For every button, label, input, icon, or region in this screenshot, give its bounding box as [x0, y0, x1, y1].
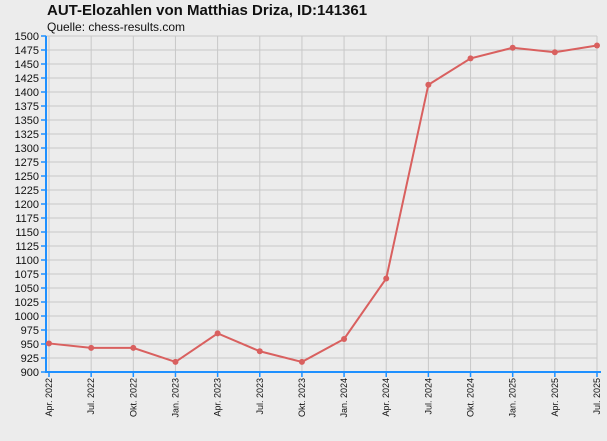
y-tick-label: 1400 [15, 87, 39, 99]
y-tick-label: 1425 [15, 73, 39, 85]
y-tick-label: 1000 [15, 311, 39, 323]
axes: 900 925 950 975 1000 1025 1050 1075 1100 1125 1150… [15, 31, 602, 418]
y-tick-label: 1350 [15, 115, 39, 127]
y-tick-label: 1300 [15, 143, 39, 155]
y-tick-label: 1025 [15, 297, 39, 309]
data-point [509, 44, 516, 51]
data-point [130, 344, 137, 351]
y-tick-label: 1125 [15, 241, 39, 253]
y-tick-label: 1200 [15, 199, 39, 211]
y-tick-label: 975 [21, 325, 39, 337]
chart-subtitle: Quelle: chess-results.com [47, 20, 186, 34]
y-tick-label: 950 [21, 339, 39, 351]
y-tick-label: 1325 [15, 129, 39, 141]
y-tick-label: 1050 [15, 283, 39, 295]
y-tick-label: 1275 [15, 157, 39, 169]
data-point [425, 81, 432, 88]
y-tick-label: 925 [21, 353, 39, 365]
data-point [172, 358, 179, 365]
x-tick-label: Jul. 2025 [592, 378, 602, 415]
data-point [551, 49, 558, 56]
x-tick-label: Jan. 2024 [339, 378, 349, 418]
data-point [214, 330, 221, 337]
data-point [46, 340, 52, 347]
x-tick-label: Okt. 2022 [128, 378, 138, 417]
x-tick-label: Apr. 2022 [44, 378, 54, 417]
chart-title: AUT-Elozahlen von Matthias Driza, ID:141… [47, 2, 368, 19]
x-tick-label: Okt. 2024 [466, 378, 476, 417]
y-tick-label: 1500 [15, 31, 39, 43]
x-tick-label: Jan. 2023 [170, 378, 180, 418]
series [46, 42, 600, 365]
y-tick-label: 1450 [15, 59, 39, 71]
y-tick-label: 1150 [15, 227, 39, 239]
data-point [88, 344, 95, 351]
data-point [383, 275, 390, 282]
grid [46, 35, 598, 373]
x-tick-label: Jan. 2025 [508, 378, 518, 418]
x-tick-label: Apr. 2023 [213, 378, 223, 417]
elo-series-line [48, 44, 598, 364]
data-point [594, 42, 600, 49]
x-tick-label: Okt. 2023 [297, 378, 307, 417]
data-point [256, 348, 263, 355]
y-tick-label: 1250 [15, 171, 39, 183]
y-tick-label: 1175 [15, 213, 39, 225]
y-tick-label: 1075 [15, 269, 39, 281]
y-tick-label: 1100 [15, 255, 39, 267]
y-tick-label: 900 [21, 367, 39, 379]
x-tick-label: Apr. 2025 [550, 378, 560, 417]
y-tick-label: 1225 [15, 185, 39, 197]
x-tick-label: Jul. 2023 [255, 378, 265, 415]
x-tick-label: Apr. 2024 [381, 378, 391, 417]
y-tick-label: 1475 [15, 45, 39, 57]
data-point [467, 55, 474, 62]
x-tick-label: Jul. 2022 [86, 378, 96, 415]
x-tick-label: Jul. 2024 [423, 378, 433, 415]
data-point [298, 358, 305, 365]
data-point [341, 335, 348, 342]
y-tick-label: 1375 [15, 101, 39, 113]
